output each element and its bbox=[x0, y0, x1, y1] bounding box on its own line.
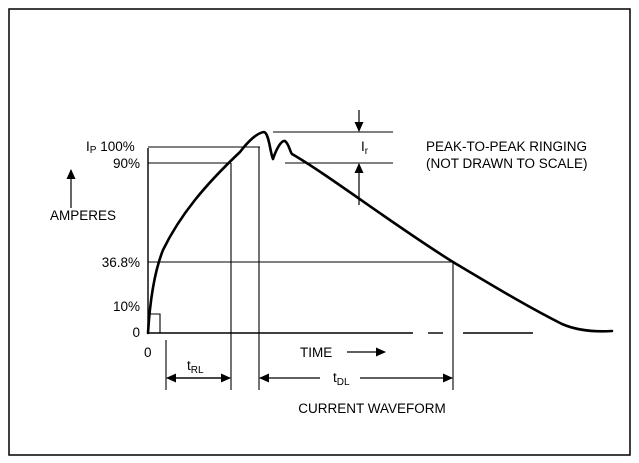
ip-label: IP 100% bbox=[86, 139, 135, 156]
current-waveform-curve bbox=[146, 130, 614, 335]
ringing-note-line1: PEAK-TO-PEAK RINGING bbox=[426, 139, 587, 154]
level-line-10 bbox=[148, 313, 161, 333]
caption-label: CURRENT WAVEFORM bbox=[298, 401, 446, 416]
pct-36-8-label: 36.8% bbox=[102, 255, 140, 270]
tdl-label: tDL bbox=[333, 370, 350, 388]
ringing-note-line2: (NOT DRAWN TO SCALE) bbox=[426, 156, 588, 171]
time-label: TIME bbox=[300, 345, 332, 360]
pct-90-label: 90% bbox=[113, 156, 140, 171]
trl-label: tRL bbox=[187, 358, 204, 376]
amperes-label: AMPERES bbox=[50, 208, 116, 223]
pct-10-label: 10% bbox=[113, 299, 140, 314]
zero-x-label: 0 bbox=[144, 345, 152, 360]
ir-label: Ir bbox=[361, 139, 369, 157]
diagram-frame bbox=[8, 8, 631, 456]
zero-y-label: 0 bbox=[132, 325, 140, 340]
